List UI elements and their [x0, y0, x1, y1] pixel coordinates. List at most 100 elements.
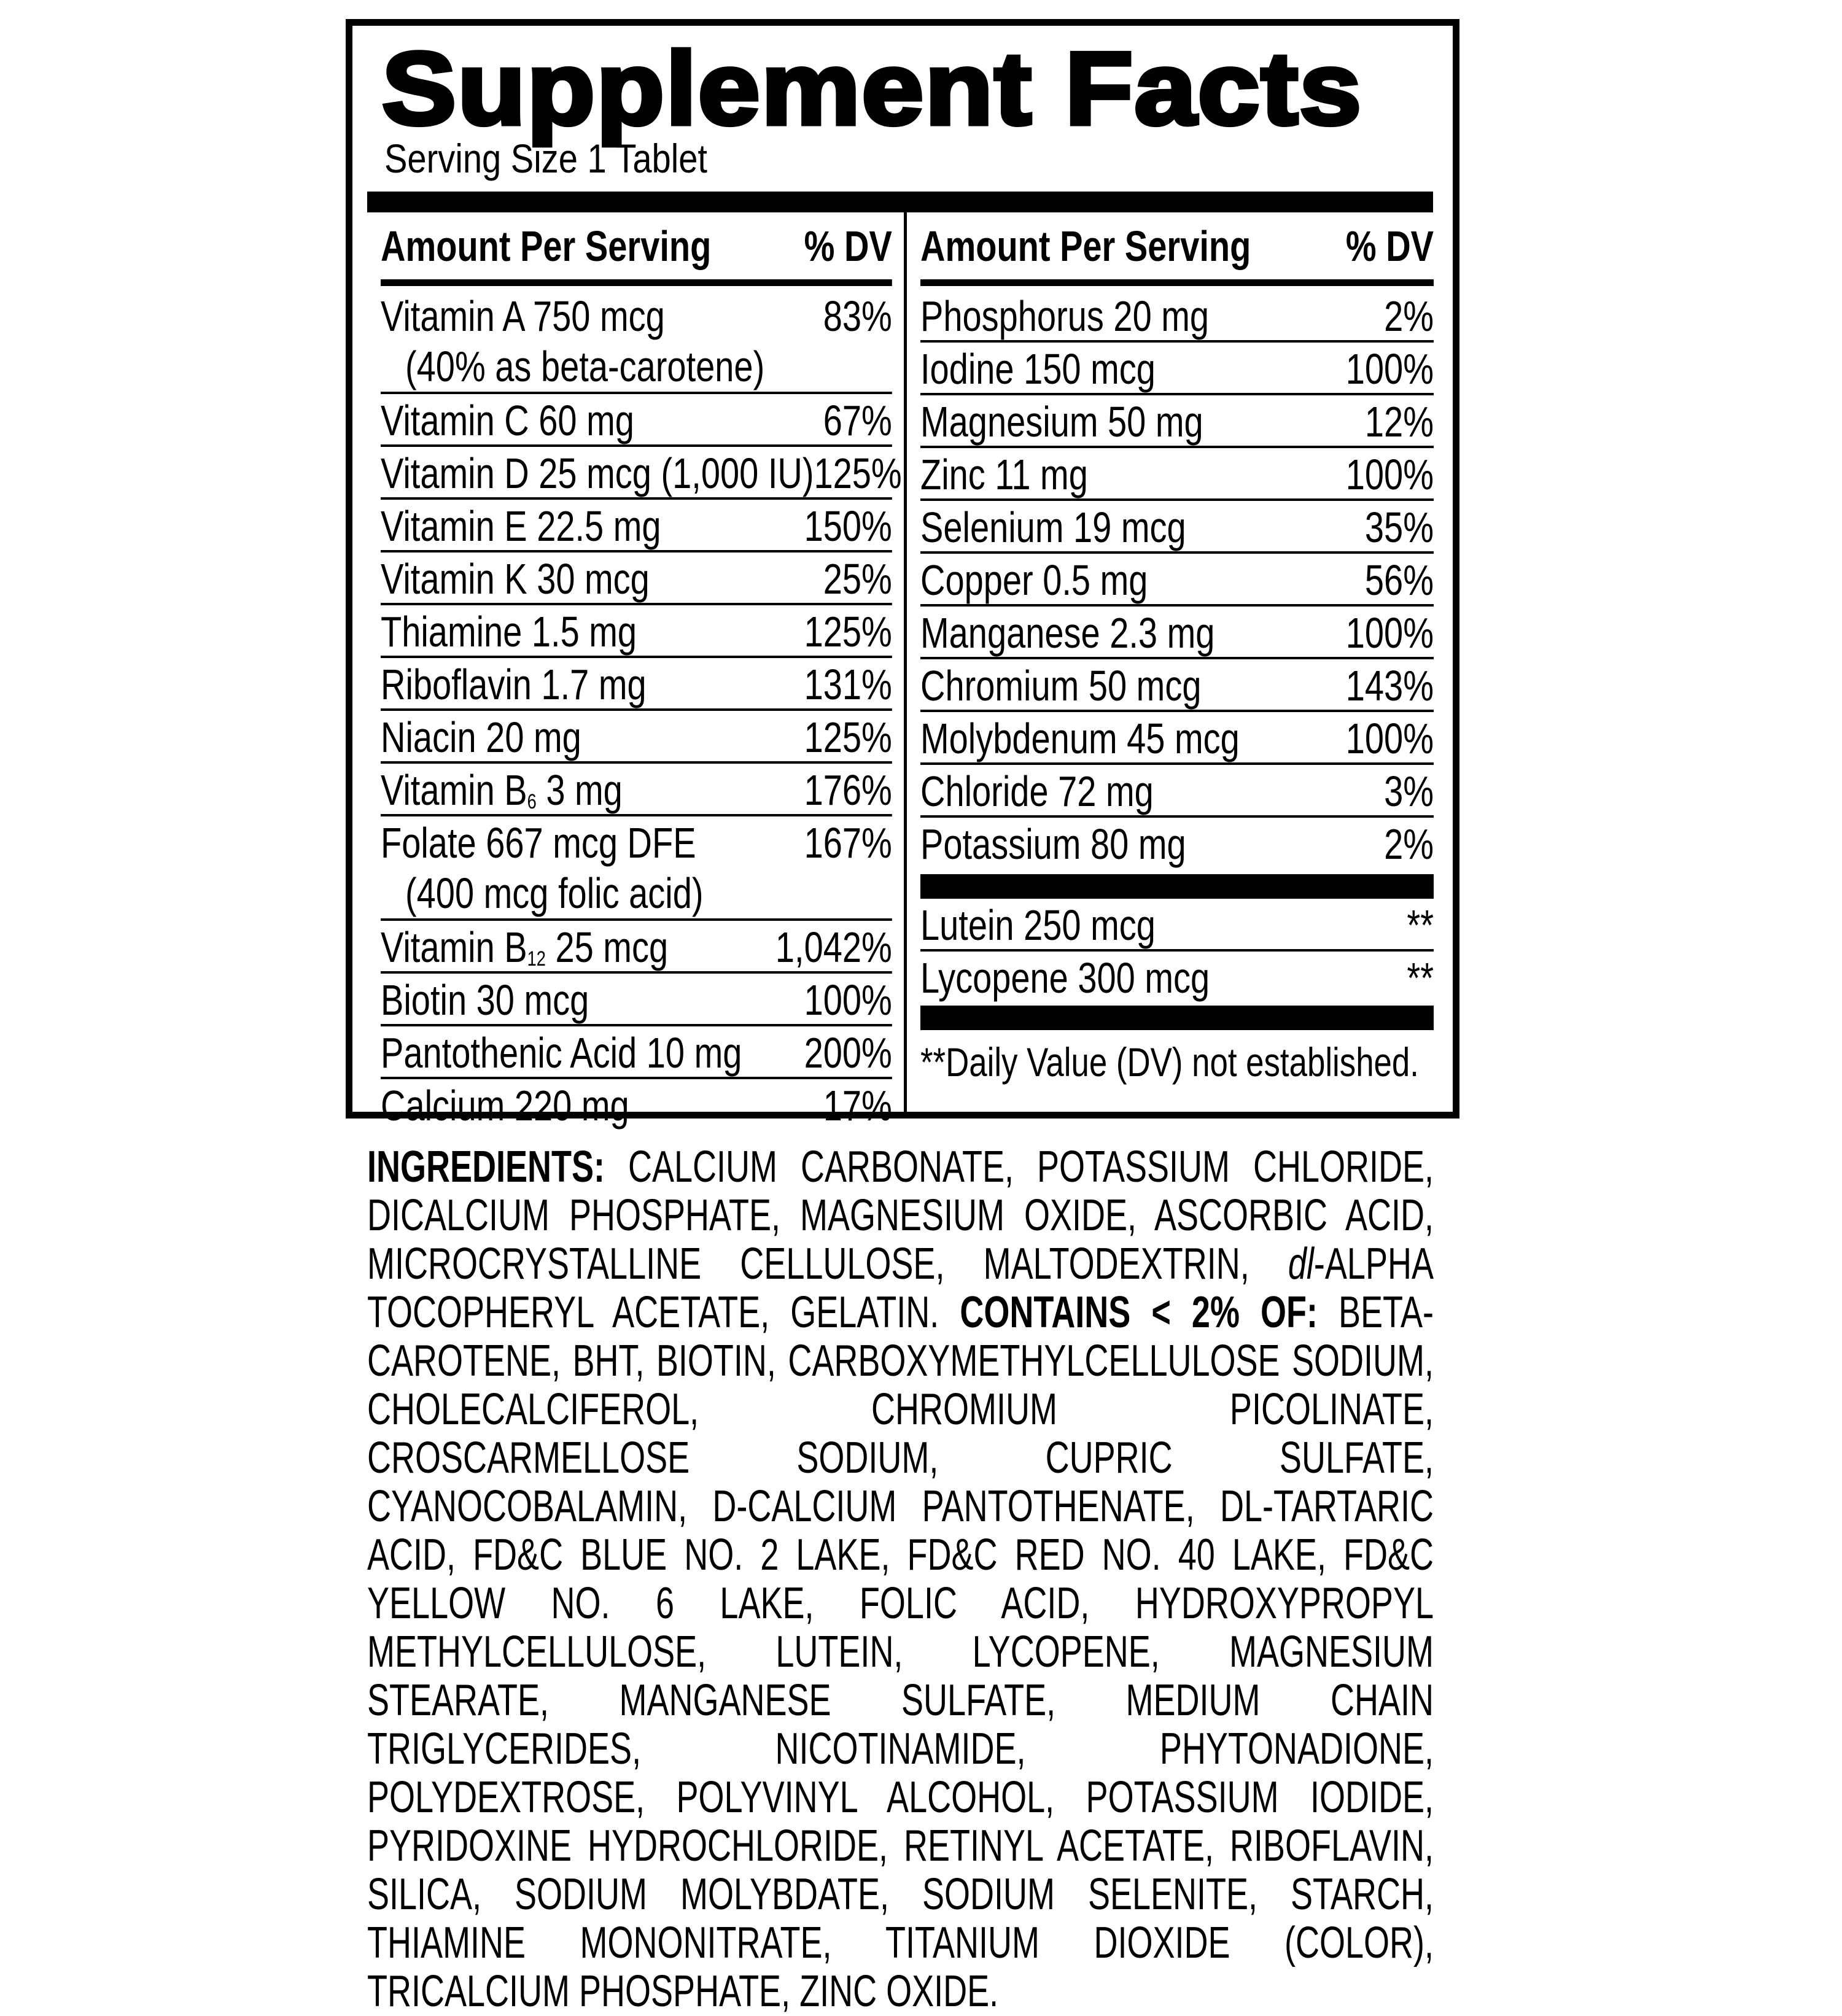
- nutrient-name: Pantothenic Acid 10 mg: [381, 1028, 742, 1078]
- daily-value: 35%: [1364, 503, 1434, 551]
- daily-value: 125%: [814, 449, 902, 497]
- daily-value: 200%: [804, 1029, 892, 1077]
- nutrient-label: Vitamin D 25 mcg (1,000 IU): [381, 449, 814, 497]
- nutrient-name: Lutein 250 mcg: [920, 900, 1156, 950]
- column-header: Amount Per Serving % DV: [381, 220, 892, 286]
- nutrient-amount: 25 mcg: [545, 923, 669, 971]
- nutrient-name: Phosphorus 20 mg: [920, 291, 1209, 341]
- daily-value: 100%: [1345, 715, 1434, 762]
- nutrient-label: Molybdenum 45 mcg: [920, 715, 1240, 762]
- daily-value: 100%: [804, 976, 892, 1024]
- nutrient-label: Niacin 20 mg: [381, 713, 581, 761]
- nutrient-label: Riboflavin 1.7 mg: [381, 661, 647, 708]
- nutrient-label: Folate 667 mcg DFE: [381, 819, 696, 867]
- supplement-facts-panel: Supplement Facts Serving Size 1 Tablet A…: [346, 19, 1459, 1130]
- column-divider: [904, 212, 907, 1118]
- nutrient-row: Potassium 80 mg 2%: [920, 818, 1434, 870]
- nutrient-name: Riboflavin 1.7 mg: [381, 659, 647, 710]
- dv-header: % DV: [804, 222, 892, 270]
- ingredients-list: CALCIUM CARBONATE, POTASSIUM CHLORIDE, D…: [367, 1142, 1434, 1289]
- nutrient-label: Magnesium 50 mg: [920, 398, 1203, 446]
- daily-value: 17%: [823, 1082, 892, 1130]
- nutrient-row: Vitamin B12 25 mcg 1,042%: [381, 921, 892, 974]
- nutrient-label: Lycopene 300 mcg: [920, 954, 1210, 1002]
- nutrient-note: (400 mcg folic acid): [405, 869, 704, 917]
- nutrient-row: Niacin 20 mg 125%: [381, 711, 892, 764]
- nutrient-name: Lycopene 300 mcg: [920, 953, 1210, 1003]
- daily-value: 167%: [804, 819, 892, 867]
- nutrient-label: Vitamin B: [381, 923, 527, 971]
- nutrient-name: Iodine 150 mcg: [920, 344, 1156, 394]
- contains-label: CONTAINS < 2% OF:: [960, 1288, 1318, 1337]
- nutrient-name: Biotin 30 mcg: [381, 975, 589, 1025]
- daily-value: **: [1407, 954, 1434, 1002]
- nutrient-label: Biotin 30 mcg: [381, 976, 589, 1024]
- nutrient-label: Vitamin E 22.5 mg: [381, 502, 661, 550]
- nutrient-name: Vitamin D 25 mcg (1,000 IU): [381, 448, 814, 498]
- daily-value: 2%: [1384, 292, 1434, 340]
- nutrient-label: Copper 0.5 mg: [920, 556, 1148, 604]
- nutrient-name: Vitamin A 750 mcg (40% as beta-carotene): [381, 291, 764, 392]
- nutrient-row: Selenium 19 mcg 35%: [920, 501, 1434, 554]
- daily-value: 150%: [804, 502, 892, 550]
- nutrient-label: Chromium 50 mcg: [920, 662, 1202, 710]
- nutrient-row: Vitamin K 30 mcg 25%: [381, 552, 892, 605]
- ingredients-italic: dl: [1288, 1239, 1314, 1289]
- nutrient-name: Vitamin E 22.5 mg: [381, 501, 661, 551]
- nutrient-label: Chloride 72 mg: [920, 767, 1154, 815]
- panel-title: Supplement Facts: [379, 31, 1364, 146]
- nutrient-label: Manganese 2.3 mg: [920, 609, 1215, 657]
- nutrient-label: Potassium 80 mg: [920, 820, 1186, 868]
- thick-divider: [920, 874, 1434, 899]
- daily-value: 1,042%: [775, 923, 892, 971]
- nutrient-label: Phosphorus 20 mg: [920, 292, 1210, 340]
- nutrient-name: Niacin 20 mg: [381, 712, 581, 762]
- nutrient-label: Lutein 250 mcg: [920, 901, 1156, 949]
- amount-header: Amount Per Serving: [920, 222, 1251, 270]
- daily-value: 2%: [1384, 820, 1434, 868]
- nutrient-note: (40% as beta-carotene): [405, 343, 765, 390]
- nutrient-label: Selenium 19 mcg: [920, 503, 1186, 551]
- nutrient-name: Potassium 80 mg: [920, 819, 1186, 869]
- contains-list: BETA-CAROTENE, BHT, BIOTIN, CARBOXYMETHY…: [367, 1288, 1434, 2016]
- nutrient-label: Pantothenic Acid 10 mg: [381, 1029, 742, 1077]
- ingredients-text: INGREDIENTS: CALCIUM CARBONATE, POTASSIU…: [367, 1143, 1434, 2016]
- ingredients-label: INGREDIENTS:: [367, 1142, 605, 1192]
- nutrient-label: Calcium 220 mg: [381, 1082, 629, 1130]
- nutrient-row: Phosphorus 20 mg 2%: [920, 290, 1434, 343]
- nutrient-name: Vitamin K 30 mcg: [381, 554, 650, 604]
- daily-value: 100%: [1345, 345, 1434, 393]
- daily-value: 125%: [804, 713, 892, 761]
- nutrient-name: Thiamine 1.5 mg: [381, 607, 637, 657]
- daily-value: 25%: [823, 555, 892, 603]
- nutrient-row: Chromium 50 mcg 143%: [920, 659, 1434, 712]
- nutrient-row: Pantothenic Acid 10 mg 200%: [381, 1026, 892, 1079]
- nutrient-name: Selenium 19 mcg: [920, 502, 1186, 552]
- nutrient-name: Magnesium 50 mg: [920, 397, 1203, 447]
- nutrient-label: Vitamin B: [381, 766, 527, 814]
- nutrient-row: Zinc 11 mg 100%: [920, 448, 1434, 501]
- thick-divider: [920, 1006, 1434, 1030]
- nutrient-label: Vitamin C 60 mg: [381, 397, 634, 444]
- daily-value: 100%: [1345, 609, 1434, 657]
- nutrient-name: Calcium 220 mg: [381, 1080, 629, 1131]
- daily-value: **: [1407, 901, 1434, 949]
- nutrient-row: Vitamin A 750 mcg (40% as beta-carotene) 8…: [381, 290, 892, 394]
- nutrient-row: Vitamin E 22.5 mg 150%: [381, 500, 892, 552]
- nutrient-row: Iodine 150 mcg 100%: [920, 343, 1434, 395]
- nutrient-row: Copper 0.5 mg 56%: [920, 554, 1434, 607]
- subscript: 6: [527, 790, 537, 813]
- nutrient-row: Lycopene 300 mcg **: [920, 952, 1434, 1004]
- daily-value: 67%: [823, 397, 892, 444]
- nutrient-row: Lutein 250 mcg **: [920, 899, 1434, 952]
- nutrient-name: Molybdenum 45 mcg: [920, 713, 1240, 764]
- daily-value: 143%: [1345, 662, 1434, 710]
- nutrient-name: Vitamin C 60 mg: [381, 395, 634, 446]
- nutrient-row: Calcium 220 mg 17%: [381, 1079, 892, 1132]
- nutrient-row: Biotin 30 mcg 100%: [381, 974, 892, 1026]
- nutrient-row: Vitamin D 25 mcg (1,000 IU) 125%: [381, 447, 902, 500]
- nutrient-row: Magnesium 50 mg 12%: [920, 395, 1434, 448]
- nutrient-name: Folate 667 mcg DFE (400 mcg folic acid): [381, 818, 704, 918]
- nutrient-row: Folate 667 mcg DFE (400 mcg folic acid) 16…: [381, 816, 892, 921]
- daily-value: 100%: [1345, 451, 1434, 498]
